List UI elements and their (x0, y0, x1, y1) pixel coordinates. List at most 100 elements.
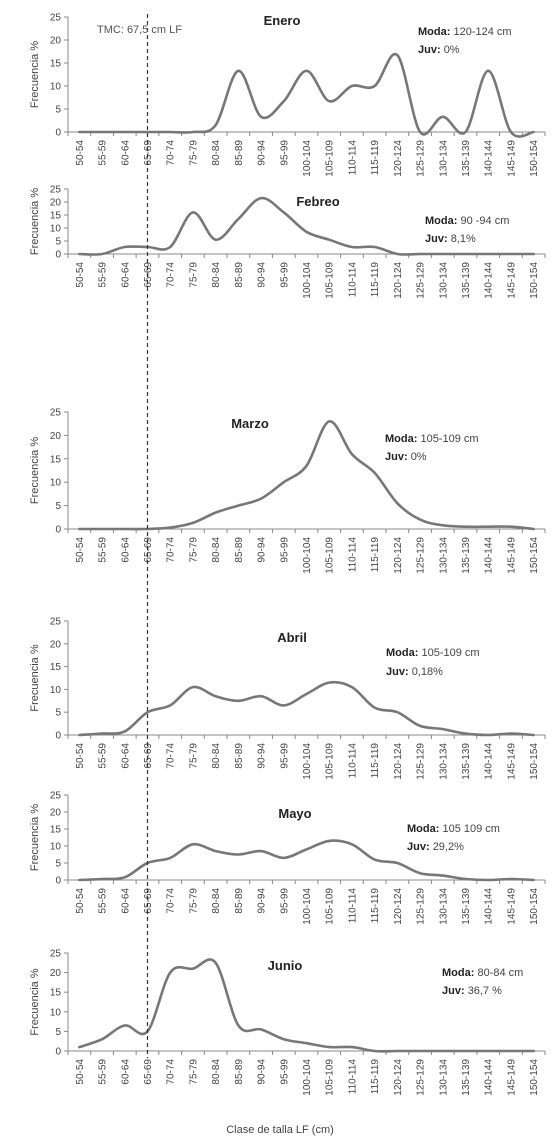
panel-title: Junio (268, 958, 303, 973)
moda-annotation: Moda: 105-109 cm (385, 433, 479, 445)
x-category-label: 115-119 (370, 262, 381, 298)
x-category-label: 125-129 (416, 140, 427, 177)
y-tick-label: 5 (55, 1027, 61, 1038)
x-category-label: 120-124 (393, 1059, 404, 1096)
y-tick-label: 5 (55, 859, 61, 870)
data-point (192, 211, 194, 213)
juv-value: 29,2% (433, 841, 464, 853)
moda-label: Moda: (425, 215, 460, 227)
y-tick-label: 25 (50, 949, 62, 960)
data-point (533, 1050, 535, 1052)
x-category-label: 140-144 (484, 743, 495, 780)
data-point (260, 850, 262, 852)
tmc-label: TMC: 67,5 cm LF (97, 24, 182, 36)
data-point (374, 246, 376, 248)
x-category-label: 140-144 (484, 140, 495, 177)
juv-annotation: Juv: 0% (385, 451, 427, 463)
x-category-label: 80-84 (211, 1059, 222, 1085)
x-category-label: 115-119 (370, 537, 381, 573)
x-category-label: 55-59 (98, 140, 109, 166)
x-category-label: 110-114 (347, 262, 358, 298)
data-point (305, 1042, 308, 1044)
data-point (328, 100, 330, 102)
data-point (305, 465, 308, 467)
y-tick-label: 15 (50, 454, 62, 465)
x-category-label: 125-129 (416, 888, 427, 925)
x-category-label: 140-144 (484, 888, 495, 925)
x-category-label: 130-134 (438, 888, 449, 925)
data-point (351, 686, 353, 688)
juv-value: 0,18% (412, 666, 443, 678)
data-point (396, 54, 398, 56)
x-category-label: 90-94 (257, 537, 268, 563)
data-point (237, 853, 239, 856)
y-tick-label: 10 (50, 478, 62, 489)
data-point (419, 519, 421, 521)
moda-label: Moda: (407, 823, 442, 835)
x-category-label: 100-104 (302, 1059, 313, 1096)
x-category-label: 75-79 (188, 262, 199, 288)
x-category-label: 50-54 (75, 888, 86, 914)
x-category-label: 130-134 (438, 537, 449, 574)
moda-value: 90 -94 cm (460, 215, 509, 227)
x-category-label: 55-59 (98, 743, 109, 769)
x-category-label: 70-74 (166, 537, 177, 563)
x-category-label: 65-69 (143, 1059, 154, 1085)
data-point (442, 1050, 444, 1052)
data-point (510, 253, 512, 255)
x-category-label: 80-84 (211, 537, 222, 563)
data-point (78, 131, 80, 133)
x-category-label: 95-99 (279, 262, 290, 288)
x-category-label: 95-99 (279, 888, 290, 914)
juv-value: 0% (444, 44, 460, 56)
x-category-label: 135-139 (461, 262, 472, 299)
data-point (328, 420, 330, 422)
juv-value: 8,1% (451, 233, 476, 245)
data-point (396, 253, 398, 255)
x-category-label: 85-89 (234, 1059, 245, 1085)
x-category-label: 100-104 (302, 743, 313, 780)
x-category-label: 65-69 (143, 262, 154, 288)
data-point (78, 1046, 80, 1048)
juv-annotation: Juv: 0% (418, 44, 460, 56)
moda-value: 105-109 cm (421, 647, 479, 659)
x-category-label: 150-154 (529, 262, 540, 299)
chart-panel-febreo: 0 5 10 15 20 25 Frecuencia % 50-54 55-59 60-64 65-… (29, 185, 546, 299)
y-tick-label: 15 (50, 662, 62, 673)
data-point (374, 707, 376, 709)
data-point (101, 1038, 103, 1040)
x-category-label: 65-69 (143, 537, 154, 563)
data-point (510, 131, 512, 133)
y-tick-label: 20 (50, 36, 62, 47)
data-point (192, 522, 194, 524)
data-point (101, 528, 103, 530)
y-tick-label: 0 (55, 731, 61, 742)
x-category-label: 150-154 (529, 140, 540, 177)
x-category-label: 70-74 (166, 743, 177, 769)
data-point (419, 253, 421, 255)
y-axis-title: Frecuencia % (29, 41, 41, 108)
data-point (442, 875, 444, 877)
data-point (510, 1050, 512, 1052)
data-point (192, 131, 194, 133)
x-category-label: 135-139 (461, 1059, 472, 1096)
y-axis-title: Frecuencia % (29, 968, 41, 1035)
data-point (124, 730, 126, 733)
x-category-label: 65-69 (143, 888, 154, 914)
x-category-label: 115-119 (370, 140, 381, 176)
juv-annotation: Juv: 29,2% (407, 841, 464, 853)
data-point (396, 502, 398, 504)
data-point (487, 734, 489, 736)
y-tick-label: 0 (55, 1047, 61, 1058)
x-category-label: 60-64 (120, 888, 131, 914)
x-category-label: 125-129 (416, 743, 427, 780)
data-point (442, 728, 444, 730)
data-point (237, 700, 239, 702)
moda-annotation: Moda: 105 109 cm (407, 823, 500, 835)
series-line (78, 839, 535, 882)
moda-label: Moda: (418, 26, 453, 38)
data-point (283, 481, 285, 483)
x-category-label: 50-54 (75, 537, 86, 563)
chart-panel-abril: 0 5 10 15 20 25 Frecuencia % 50-54 55-59 60-64 65-… (29, 617, 546, 780)
